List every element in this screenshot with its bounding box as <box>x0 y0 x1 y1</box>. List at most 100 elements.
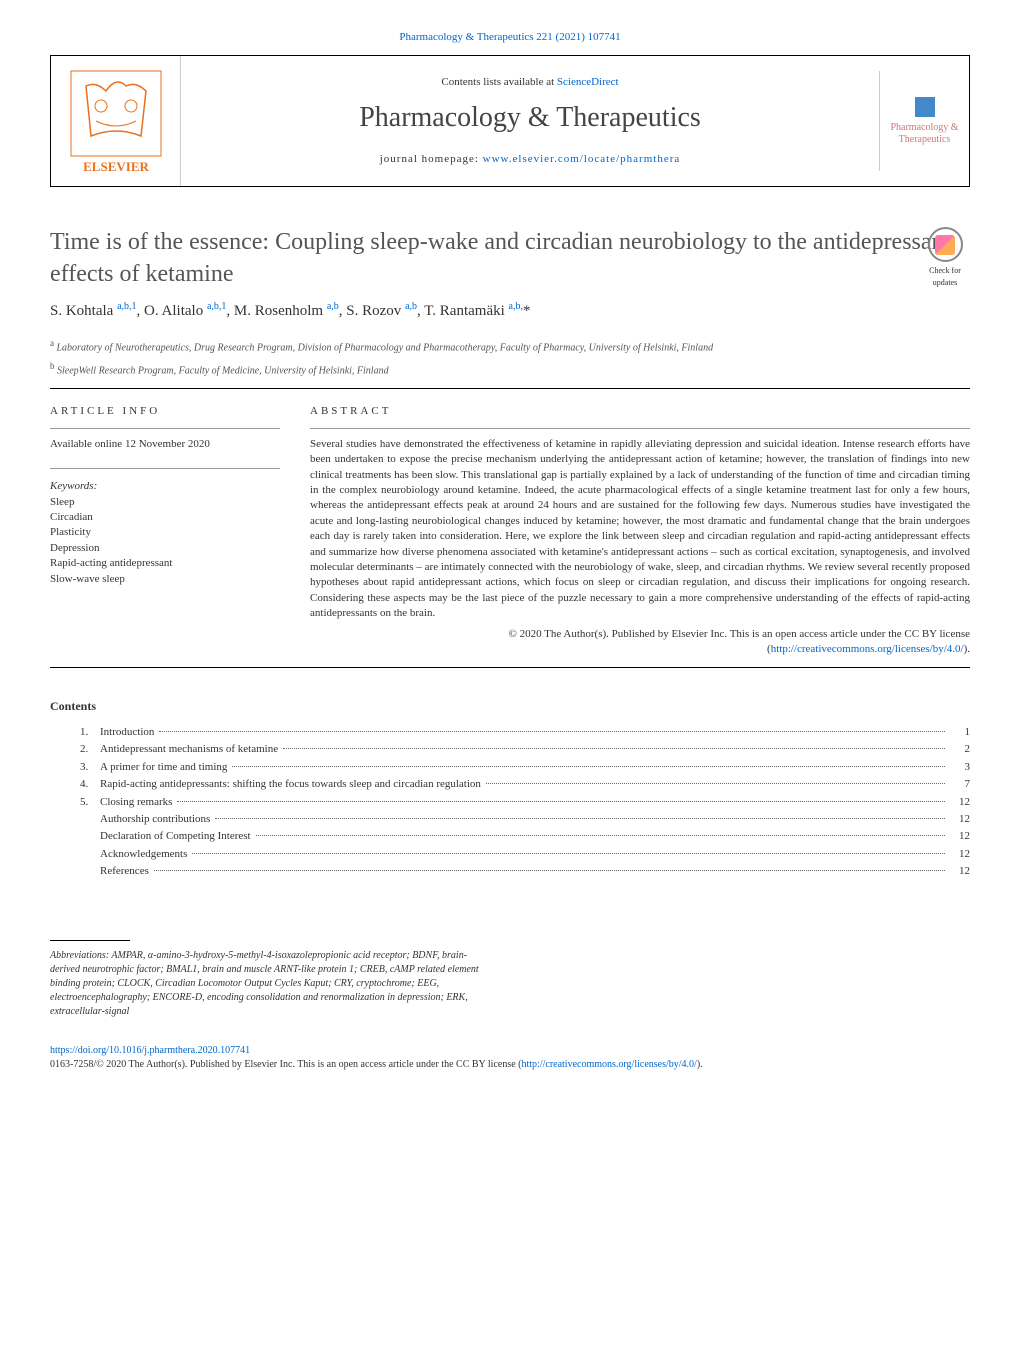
toc-entry[interactable]: References 12 <box>50 864 970 879</box>
abbreviations-label: Abbreviations: <box>50 950 109 961</box>
contents-heading: Contents <box>50 698 970 715</box>
contents-available-label: Contents lists available at <box>441 76 554 88</box>
authors-line: S. Kohtala a,b,1, O. Alitalo a,b,1, M. R… <box>50 300 970 322</box>
citation-link[interactable]: Pharmacology & Therapeutics 221 (2021) 1… <box>399 31 620 43</box>
toc-dots <box>256 835 945 836</box>
toc-number: 3. <box>80 760 100 775</box>
toc-entry[interactable]: Acknowledgements 12 <box>50 847 970 862</box>
keyword: Sleep <box>50 495 280 510</box>
doi-link[interactable]: https://doi.org/10.1016/j.pharmthera.202… <box>50 1045 250 1056</box>
toc-title: Closing remarks <box>100 795 172 810</box>
keywords-list: SleepCircadianPlasticityDepressionRapid-… <box>50 495 280 587</box>
top-citation: Pharmacology & Therapeutics 221 (2021) 1… <box>50 30 970 45</box>
divider-thin <box>50 468 280 469</box>
toc-dots <box>283 748 945 749</box>
toc-dots <box>192 853 945 854</box>
license-text: 0163-7258/© 2020 The Author(s). Publishe… <box>50 1059 521 1070</box>
doi-line: https://doi.org/10.1016/j.pharmthera.202… <box>50 1044 970 1058</box>
toc-number: 4. <box>80 777 100 792</box>
toc-page: 3 <box>950 760 970 775</box>
cc-license-link[interactable]: http://creativecommons.org/licenses/by/4… <box>771 643 964 655</box>
elsevier-logo-cell: ELSEVIER <box>51 56 181 186</box>
toc-title: A primer for time and timing <box>100 760 227 775</box>
abstract-text: Several studies have demonstrated the ef… <box>310 437 970 622</box>
toc-title: Acknowledgements <box>100 847 187 862</box>
footnote-separator <box>50 940 130 941</box>
footer-license-line: 0163-7258/© 2020 The Author(s). Publishe… <box>50 1058 970 1072</box>
contents-available-line: Contents lists available at ScienceDirec… <box>201 75 859 90</box>
toc-number: 2. <box>80 742 100 757</box>
toc-entry[interactable]: Authorship contributions 12 <box>50 812 970 827</box>
keywords-label: Keywords: <box>50 479 280 494</box>
homepage-line: journal homepage: www.elsevier.com/locat… <box>201 152 859 167</box>
toc-page: 12 <box>950 812 970 827</box>
toc-dots <box>154 870 945 871</box>
journal-cover-icon <box>915 97 935 117</box>
toc-page: 12 <box>950 829 970 844</box>
crossmark-icon <box>928 227 963 262</box>
toc-dots <box>159 731 945 732</box>
toc-dots <box>232 766 945 767</box>
footer-cc-link[interactable]: http://creativecommons.org/licenses/by/4… <box>521 1059 696 1070</box>
toc-dots <box>177 801 945 802</box>
toc-page: 12 <box>950 864 970 879</box>
abstract-column: ABSTRACT Several studies have demonstrat… <box>310 404 970 657</box>
toc-dots <box>486 783 945 784</box>
toc-entry[interactable]: Declaration of Competing Interest 12 <box>50 829 970 844</box>
article-info-heading: ARTICLE INFO <box>50 404 280 419</box>
toc-title: Antidepressant mechanisms of ketamine <box>100 742 278 757</box>
toc-entry[interactable]: 5.Closing remarks 12 <box>50 795 970 810</box>
toc-entry[interactable]: 2.Antidepressant mechanisms of ketamine 2 <box>50 742 970 757</box>
affiliations: a Laboratory of Neurotherapeutics, Drug … <box>50 337 970 379</box>
title-row: Time is of the essence: Coupling sleep-w… <box>50 227 970 289</box>
toc-page: 12 <box>950 847 970 862</box>
keyword: Rapid-acting antidepressant <box>50 556 280 571</box>
info-abstract-row: ARTICLE INFO Available online 12 Novembe… <box>50 404 970 657</box>
toc-number: 1. <box>80 725 100 740</box>
sciencedirect-link[interactable]: ScienceDirect <box>557 76 619 88</box>
toc-page: 2 <box>950 742 970 757</box>
toc-dots <box>215 818 945 819</box>
journal-cover-text: Pharmacology & Therapeutics <box>880 122 969 146</box>
keyword: Depression <box>50 541 280 556</box>
toc-title: Declaration of Competing Interest <box>100 829 251 844</box>
copyright-close: ). <box>964 643 970 655</box>
toc-page: 7 <box>950 777 970 792</box>
keyword: Circadian <box>50 510 280 525</box>
homepage-url-link[interactable]: www.elsevier.com/locate/pharmthera <box>483 153 681 165</box>
toc-title: Authorship contributions <box>100 812 210 827</box>
toc-list: 1.Introduction 1 2.Antidepressant mechanis… <box>50 725 970 880</box>
available-online: Available online 12 November 2020 <box>50 437 280 460</box>
toc-title: Rapid-acting antidepressants: shifting t… <box>100 777 481 792</box>
contents-section: Contents 1.Introduction 1 2.Antidepressant… <box>50 698 970 879</box>
svg-text:ELSEVIER: ELSEVIER <box>83 159 149 174</box>
abbreviations: Abbreviations: AMPAR, α-amino-3-hydroxy-… <box>50 949 490 1019</box>
homepage-label: journal homepage: <box>380 153 479 165</box>
divider-thin <box>50 428 280 429</box>
keyword: Slow-wave sleep <box>50 572 280 587</box>
journal-header: ELSEVIER Contents lists available at Sci… <box>50 55 970 187</box>
toc-title: Introduction <box>100 725 154 740</box>
toc-entry[interactable]: 4.Rapid-acting antidepressants: shifting… <box>50 777 970 792</box>
toc-entry[interactable]: 3.A primer for time and timing 3 <box>50 760 970 775</box>
toc-entry[interactable]: 1.Introduction 1 <box>50 725 970 740</box>
toc-page: 1 <box>950 725 970 740</box>
divider-thin <box>310 428 970 429</box>
affiliation: b SleepWell Research Program, Faculty of… <box>50 360 970 378</box>
keyword: Plasticity <box>50 525 280 540</box>
copyright-line: © 2020 The Author(s). Published by Elsev… <box>310 627 970 658</box>
abbreviations-text: AMPAR, α-amino-3-hydroxy-5-methyl-4-isox… <box>50 950 479 1017</box>
elsevier-logo-icon: ELSEVIER <box>66 66 166 176</box>
article-title: Time is of the essence: Coupling sleep-w… <box>50 227 970 289</box>
divider <box>50 667 970 668</box>
toc-page: 12 <box>950 795 970 810</box>
toc-number: 5. <box>80 795 100 810</box>
toc-title: References <box>100 864 149 879</box>
journal-name: Pharmacology & Therapeutics <box>201 98 859 137</box>
check-updates-badge[interactable]: Check for updates <box>920 227 970 287</box>
article-info-column: ARTICLE INFO Available online 12 Novembe… <box>50 404 280 657</box>
check-updates-label: Check for updates <box>920 265 970 287</box>
journal-cover-thumb: Pharmacology & Therapeutics <box>879 71 969 171</box>
divider <box>50 388 970 389</box>
header-center: Contents lists available at ScienceDirec… <box>181 65 879 178</box>
